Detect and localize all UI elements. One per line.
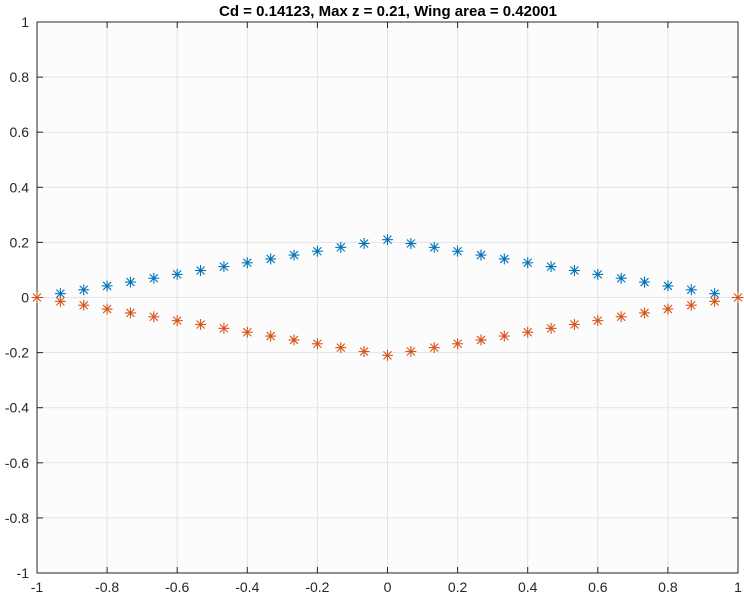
data-point	[101, 303, 113, 315]
data-point	[265, 330, 277, 342]
data-point	[31, 292, 43, 303]
data-point	[358, 238, 370, 250]
data-point	[545, 322, 557, 334]
data-point	[568, 265, 580, 277]
data-points	[31, 234, 744, 361]
y-tick-label: 1	[21, 14, 29, 30]
data-point	[428, 241, 440, 253]
x-tick-label: -0.8	[95, 579, 119, 595]
data-point	[475, 334, 487, 346]
data-point	[335, 342, 347, 354]
x-tick-label: -0.2	[305, 579, 329, 595]
data-point	[311, 338, 323, 350]
x-tick-label: -1	[31, 579, 44, 595]
data-point	[522, 257, 534, 269]
data-point	[218, 261, 230, 273]
data-point	[78, 284, 90, 296]
data-point	[428, 342, 440, 354]
y-tick-label: 0.8	[10, 69, 30, 85]
data-point	[592, 315, 604, 327]
y-tick-label: -0.8	[5, 510, 29, 526]
data-point	[171, 315, 183, 327]
chart-title: Cd = 0.14123, Max z = 0.21, Wing area = …	[219, 3, 557, 20]
data-point	[265, 253, 277, 265]
x-tick-label: 0.2	[448, 579, 468, 595]
y-tick-label: -0.4	[5, 400, 29, 416]
data-point	[475, 249, 487, 261]
data-point	[685, 299, 697, 311]
data-point	[218, 322, 230, 334]
series-2	[31, 292, 744, 361]
data-point	[78, 299, 90, 311]
data-point	[382, 234, 393, 246]
data-point	[358, 345, 370, 357]
data-point	[662, 303, 674, 315]
x-tick-label: 0.8	[658, 579, 678, 595]
data-point	[545, 261, 557, 273]
data-point	[311, 245, 323, 257]
data-point	[124, 307, 136, 319]
data-point	[101, 280, 113, 292]
y-tick-label: 0.4	[10, 179, 30, 195]
x-tick-label: 0	[384, 579, 392, 595]
data-point	[288, 334, 300, 346]
data-point	[241, 326, 253, 338]
data-point	[452, 338, 464, 350]
y-tick-label: -0.6	[5, 455, 29, 471]
data-point	[732, 292, 744, 303]
y-tick-label: 0	[21, 290, 29, 306]
data-point	[195, 265, 207, 277]
data-point	[709, 295, 721, 307]
series-1	[54, 234, 721, 300]
data-point	[615, 311, 627, 323]
data-point	[498, 330, 510, 342]
data-point	[148, 272, 160, 284]
data-point	[685, 284, 697, 296]
data-point	[405, 238, 417, 250]
y-tick-label: -1	[17, 565, 30, 581]
data-point	[195, 318, 207, 330]
x-tick-label: 1	[734, 579, 742, 595]
data-point	[148, 311, 160, 323]
data-point	[592, 268, 604, 280]
data-point	[639, 307, 651, 319]
data-point	[405, 345, 417, 357]
data-point	[498, 253, 510, 265]
data-point	[382, 349, 393, 361]
data-point	[124, 276, 136, 288]
data-point	[171, 268, 183, 280]
x-tick-label: -0.4	[235, 579, 259, 595]
x-tick-label: 0.4	[518, 579, 538, 595]
data-point	[615, 272, 627, 284]
y-tick-label: 0.6	[10, 124, 30, 140]
data-point	[639, 276, 651, 288]
data-point	[522, 326, 534, 338]
data-point	[568, 318, 580, 330]
x-tick-label: 0.6	[588, 579, 608, 595]
x-tick-label: -0.6	[165, 579, 189, 595]
data-point	[452, 245, 464, 257]
data-point	[662, 280, 674, 292]
data-point	[335, 241, 347, 253]
data-point	[288, 249, 300, 261]
y-tick-label: -0.2	[5, 345, 29, 361]
data-point	[54, 295, 66, 307]
y-tick-label: 0.2	[10, 234, 30, 250]
tick-labels: -1 -0.8 -0.6 -0.4 -0.2 0 0.2 0.4 0.6 0.8 1 -1 -0.8 -0…	[5, 14, 742, 595]
data-point	[241, 257, 253, 269]
